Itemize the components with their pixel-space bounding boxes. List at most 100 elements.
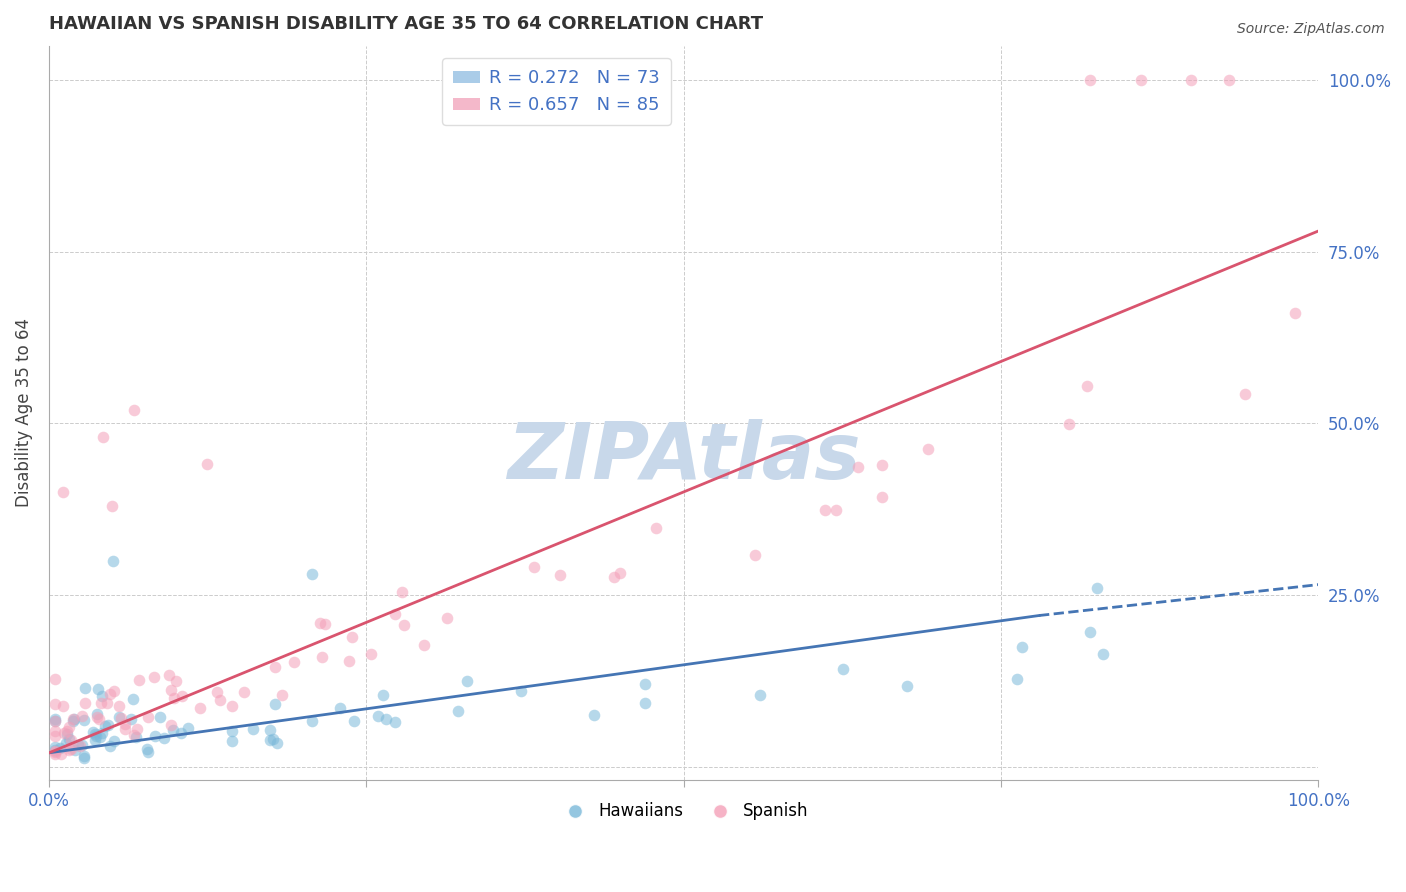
- Point: [870, 490, 893, 504]
- Point: [205, 684, 228, 698]
- Point: [645, 521, 668, 535]
- Point: [62, 712, 84, 726]
- Point: [44, 714, 66, 728]
- Point: [90, 689, 112, 703]
- Point: [1076, 379, 1098, 393]
- Point: [1284, 306, 1306, 320]
- Point: [1092, 647, 1115, 661]
- Point: [309, 615, 332, 630]
- Point: [70, 708, 93, 723]
- Point: [73, 751, 96, 765]
- Point: [58, 743, 80, 757]
- Point: [1011, 640, 1033, 655]
- Point: [266, 736, 288, 750]
- Point: [84, 729, 107, 743]
- Point: [44, 714, 66, 729]
- Point: [872, 458, 894, 472]
- Point: [283, 655, 305, 669]
- Point: [101, 553, 124, 567]
- Point: [160, 718, 183, 732]
- Point: [170, 725, 193, 739]
- Point: [136, 745, 159, 759]
- Point: [149, 709, 172, 723]
- Point: [1085, 581, 1108, 595]
- Point: [311, 649, 333, 664]
- Point: [209, 693, 232, 707]
- Point: [128, 673, 150, 688]
- Point: [86, 710, 108, 724]
- Point: [233, 685, 256, 699]
- Point: [340, 631, 363, 645]
- Point: [814, 503, 837, 517]
- Point: [73, 748, 96, 763]
- Point: [367, 709, 389, 723]
- Point: [634, 697, 657, 711]
- Point: [1005, 673, 1028, 687]
- Point: [44, 697, 66, 711]
- Point: [44, 743, 66, 757]
- Point: [456, 673, 478, 688]
- Point: [917, 442, 939, 456]
- Point: [221, 723, 243, 738]
- Point: [271, 688, 294, 702]
- Point: [165, 673, 187, 688]
- Point: [634, 677, 657, 691]
- Point: [59, 733, 82, 747]
- Point: [343, 714, 366, 729]
- Point: [62, 714, 84, 729]
- Point: [122, 692, 145, 706]
- Point: [75, 696, 97, 710]
- Point: [221, 733, 243, 747]
- Point: [824, 502, 846, 516]
- Point: [744, 548, 766, 562]
- Point: [89, 730, 111, 744]
- Point: [413, 638, 436, 652]
- Point: [66, 738, 89, 752]
- Point: [60, 741, 83, 756]
- Point: [1129, 73, 1152, 87]
- Point: [52, 699, 75, 714]
- Point: [264, 660, 287, 674]
- Point: [195, 458, 218, 472]
- Point: [52, 485, 75, 500]
- Point: [58, 731, 80, 746]
- Point: [51, 747, 73, 762]
- Point: [44, 742, 66, 756]
- Point: [582, 708, 605, 723]
- Point: [44, 729, 66, 743]
- Point: [114, 717, 136, 731]
- Point: [94, 719, 117, 733]
- Point: [1078, 624, 1101, 639]
- Point: [263, 697, 285, 711]
- Point: [83, 727, 105, 741]
- Point: [56, 724, 79, 739]
- Point: [391, 585, 413, 599]
- Point: [163, 691, 186, 706]
- Point: [90, 726, 112, 740]
- Point: [44, 712, 66, 726]
- Point: [44, 724, 66, 739]
- Point: [846, 459, 869, 474]
- Point: [548, 567, 571, 582]
- Point: [143, 729, 166, 743]
- Point: [329, 701, 352, 715]
- Point: [523, 560, 546, 574]
- Point: [63, 743, 86, 757]
- Point: [96, 696, 118, 710]
- Point: [89, 712, 111, 726]
- Point: [91, 430, 114, 444]
- Point: [1234, 387, 1257, 401]
- Point: [108, 710, 131, 724]
- Point: [176, 722, 198, 736]
- Point: [259, 723, 281, 737]
- Point: [70, 739, 93, 753]
- Point: [127, 723, 149, 737]
- Point: [124, 730, 146, 744]
- Point: [114, 722, 136, 736]
- Point: [188, 701, 211, 715]
- Point: [103, 684, 125, 698]
- Point: [62, 712, 84, 726]
- Point: [221, 699, 243, 714]
- Point: [135, 741, 157, 756]
- Point: [259, 733, 281, 747]
